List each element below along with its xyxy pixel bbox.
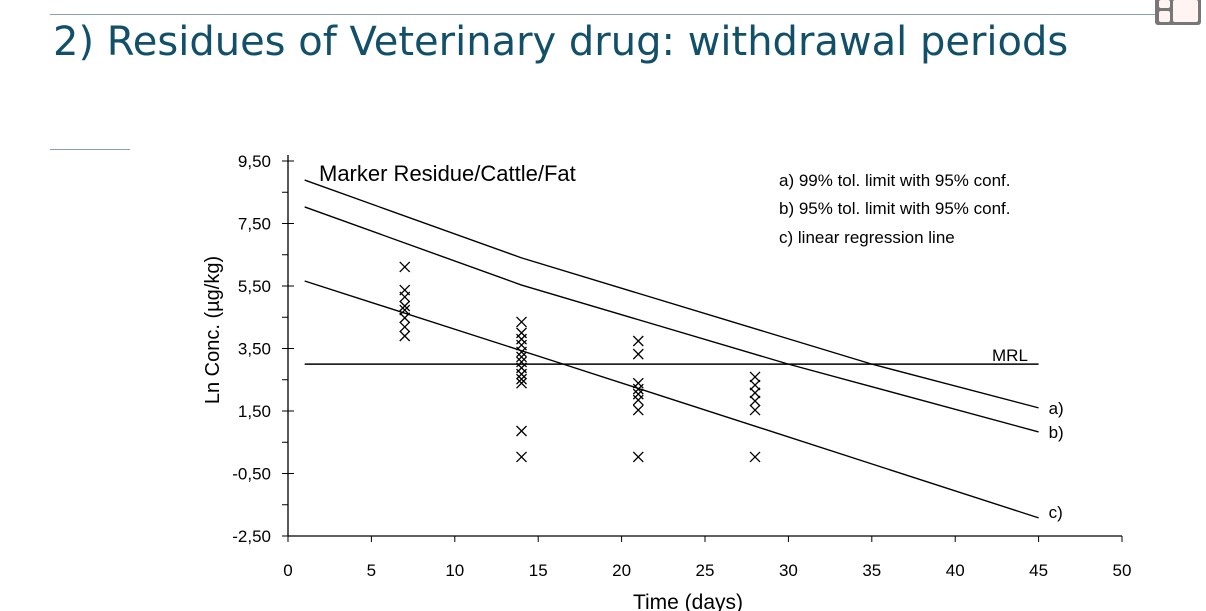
data-point <box>516 356 527 368</box>
top-rule <box>50 14 1160 15</box>
data-point <box>399 291 411 303</box>
data-point <box>516 316 527 328</box>
data-point <box>399 330 411 342</box>
legend-entry-a: a) 99% tol. limit with 95% conf. <box>779 171 1010 190</box>
data-point <box>516 351 527 363</box>
line-b <box>304 206 1039 433</box>
x-tick-label: 20 <box>612 561 631 580</box>
page-title: 2) Residues of Veterinary drug: withdraw… <box>53 19 1069 65</box>
data-point <box>399 261 411 273</box>
layout-icon[interactable] <box>1154 0 1202 26</box>
data-point <box>516 425 527 437</box>
data-point <box>632 348 644 360</box>
data-point <box>516 333 527 345</box>
y-tick-label: 5,50 <box>238 277 271 296</box>
x-tick-label: 50 <box>1113 561 1132 580</box>
x-tick-label: 0 <box>283 561 292 580</box>
data-point <box>749 451 761 463</box>
data-point <box>749 371 761 383</box>
data-point <box>632 383 644 395</box>
data-point <box>516 373 527 385</box>
data-point <box>399 300 411 312</box>
x-tick-label: 45 <box>1029 561 1048 580</box>
line-a <box>304 179 1039 409</box>
data-point <box>749 379 761 391</box>
mrl-label: MRL <box>992 346 1028 365</box>
y-axis-label: Ln Conc. (µg/kg) <box>202 256 224 404</box>
data-point <box>516 368 527 380</box>
y-tick-label: -2,50 <box>232 527 271 546</box>
data-point <box>749 395 761 407</box>
x-tick-label: 5 <box>367 561 376 580</box>
data-point <box>632 335 644 347</box>
data-point <box>632 388 644 400</box>
legend-entry-b: b) 95% tol. limit with 95% conf. <box>779 199 1010 218</box>
data-point <box>749 404 761 416</box>
y-tick-label: 3,50 <box>238 340 271 359</box>
y-tick-label: 9,50 <box>238 152 271 171</box>
data-point <box>632 394 644 406</box>
x-tick-label: 30 <box>779 561 798 580</box>
line-label-a: a) <box>1049 399 1064 418</box>
data-point <box>516 377 527 389</box>
data-point <box>399 312 411 324</box>
line-c <box>304 280 1039 519</box>
x-tick-label: 25 <box>696 561 715 580</box>
x-tick-label: 15 <box>529 561 548 580</box>
data-point <box>749 387 761 399</box>
chart-title: Marker Residue/Cattle/Fat <box>319 161 576 186</box>
y-tick-label: -0,50 <box>232 465 271 484</box>
data-point <box>399 321 411 333</box>
data-point <box>516 346 527 358</box>
x-tick-label: 40 <box>946 561 965 580</box>
y-tick-label: 7,50 <box>238 215 271 234</box>
line-label-c: c) <box>1049 503 1063 522</box>
data-point <box>632 451 644 463</box>
x-tick-label: 35 <box>862 561 881 580</box>
data-point <box>516 451 527 463</box>
x-tick-label: 10 <box>445 561 464 580</box>
data-point <box>399 304 411 316</box>
title-divider <box>50 149 130 150</box>
data-point <box>632 377 644 389</box>
legend-entry-c: c) linear regression line <box>779 228 955 247</box>
y-tick-label: 1,50 <box>238 402 271 421</box>
line-label-b: b) <box>1049 423 1064 442</box>
x-axis-label: Time (days) <box>633 591 743 611</box>
data-point <box>632 404 644 416</box>
